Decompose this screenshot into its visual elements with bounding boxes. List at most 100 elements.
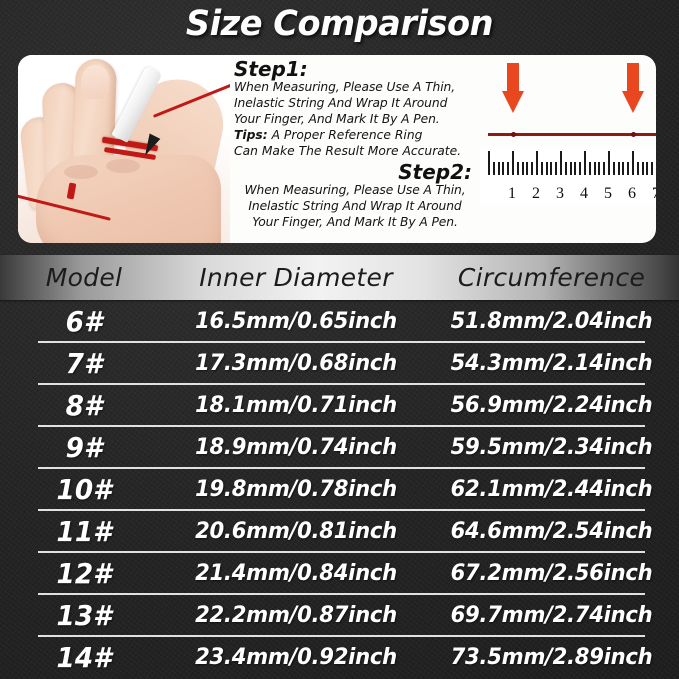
table-row: 9# 18.9mm/0.74inch 59.5mm/2.34inch: [0, 426, 679, 469]
palm: [36, 155, 221, 243]
ruler-tick-minor: [598, 162, 601, 175]
cell-inner-diameter: 17.3mm/0.68inch: [195, 350, 397, 376]
ruler-tick-minor: [612, 162, 615, 175]
ruler-number-2: 2: [532, 185, 540, 202]
cell-circumference: 67.2mm/2.56inch: [450, 560, 653, 586]
ruler-number-6: 6: [628, 185, 636, 202]
ruler-tick-major: [512, 151, 514, 175]
cell-model: 12#: [56, 556, 112, 590]
cell-circumference: 54.3mm/2.14inch: [450, 350, 653, 376]
ruler-tick-minor: [516, 162, 519, 175]
tips-line-1: Tips: A Proper Reference Ring: [234, 128, 476, 144]
cell-model: 6#: [65, 304, 103, 338]
cell-circumference: 51.8mm/2.04inch: [450, 308, 653, 334]
ruler-number-5: 5: [604, 185, 612, 202]
cell-model: 7#: [65, 346, 103, 380]
ruler-tick-major: [488, 151, 490, 175]
ruler-tick-minor: [564, 162, 567, 175]
cell-circumference: 56.9mm/2.24inch: [450, 392, 653, 418]
cell-inner-diameter: 20.6mm/0.81inch: [195, 518, 397, 544]
step2-line-3: Your Finger, And Mark It By A Pen.: [252, 214, 458, 229]
ruler-tick-minor: [521, 162, 524, 175]
row-divider: [38, 593, 645, 595]
ruler-tick-minor: [555, 162, 558, 175]
step2-heading: Step2:: [398, 159, 472, 184]
arrow-down-right-icon: [622, 63, 644, 115]
tips-line-2: Can Make The Result More Accurate.: [234, 143, 462, 158]
step1-line-1: When Measuring, Please Use A Thin,: [234, 80, 456, 94]
ruler-tick-major: [560, 151, 562, 175]
knuckle: [64, 165, 98, 179]
measurement-line: [488, 133, 656, 136]
ruler-tick-minor: [531, 162, 534, 175]
table-row: 7# 17.3mm/0.68inch 54.3mm/2.14inch: [0, 342, 679, 385]
measure-endpoint-left: [511, 132, 516, 137]
hand-measuring-photo: [18, 55, 230, 243]
page-title: Size Comparison: [185, 4, 494, 44]
ruler-tick-minor: [492, 162, 495, 175]
ruler-tick-minor: [574, 162, 577, 175]
instruction-panel: Step1: When Measuring, Please Use A Thin…: [18, 55, 656, 243]
ruler-tick-minor: [502, 162, 505, 175]
table-row: 12# 21.4mm/0.84inch 67.2mm/2.56inch: [0, 552, 679, 595]
column-header-circumference: Circumference: [457, 263, 646, 292]
tips-label: Tips:: [234, 127, 268, 142]
ruler-tick-minor: [622, 162, 625, 175]
cell-circumference: 59.5mm/2.34inch: [450, 434, 653, 460]
ruler-number-4: 4: [580, 185, 588, 202]
ruler-number-1: 1: [508, 185, 516, 202]
cell-model: 8#: [65, 388, 103, 422]
row-divider: [38, 551, 645, 553]
cell-circumference: 69.7mm/2.74inch: [450, 602, 653, 628]
table-row: 6# 16.5mm/0.65inch 51.8mm/2.04inch: [0, 300, 679, 343]
measure-endpoint-right: [631, 132, 636, 137]
ruler-tick-minor: [641, 162, 644, 175]
size-table: Model Inner Diameter Circumference 6# 16.…: [0, 255, 679, 678]
ruler-tick-minor: [651, 162, 654, 175]
cell-inner-diameter: 21.4mm/0.84inch: [195, 560, 397, 586]
cell-model: 9#: [65, 430, 103, 464]
cell-model: 11#: [56, 514, 112, 548]
row-divider: [38, 341, 645, 343]
column-header-model: Model: [45, 263, 123, 292]
ruler-tick-minor: [526, 162, 529, 175]
ruler-tick-minor: [627, 162, 630, 175]
ruler-tick-major: [608, 151, 610, 175]
ruler-tick-major: [584, 151, 586, 175]
ruler-number-7: 7: [652, 185, 656, 202]
ruler-tick-minor: [636, 162, 639, 175]
cell-inner-diameter: 22.2mm/0.87inch: [195, 602, 397, 628]
ruler-tick-major: [632, 151, 634, 175]
ruler-tick-minor: [617, 162, 620, 175]
ruler-tick-minor: [603, 162, 606, 175]
cell-circumference: 64.6mm/2.54inch: [450, 518, 653, 544]
table-row: 10# 19.8mm/0.78inch 62.1mm/2.44inch: [0, 468, 679, 511]
ruler-tick-minor: [540, 162, 543, 175]
table-body: 6# 16.5mm/0.65inch 51.8mm/2.04inch 7# 17.3mm…: [0, 300, 679, 678]
cell-inner-diameter: 23.4mm/0.92inch: [195, 644, 397, 670]
ruler-tick-major: [536, 151, 538, 175]
cell-model: 14#: [56, 640, 112, 674]
row-divider: [38, 467, 645, 469]
tips-text-1: A Proper Reference Ring: [271, 127, 423, 142]
ruler-tick-minor: [588, 162, 591, 175]
ruler-tick-minor: [579, 162, 582, 175]
cell-inner-diameter: 19.8mm/0.78inch: [195, 476, 397, 502]
cell-circumference: 62.1mm/2.44inch: [450, 476, 653, 502]
step1-heading: Step1:: [234, 57, 308, 81]
table-row: 11# 20.6mm/0.81inch 64.6mm/2.54inch: [0, 510, 679, 553]
cell-inner-diameter: 18.1mm/0.71inch: [195, 392, 397, 418]
column-header-inner-diameter: Inner Diameter: [199, 263, 393, 292]
ruler-tick-minor: [593, 162, 596, 175]
ruler-tick-minor: [507, 162, 510, 175]
step1-line-3: Your Finger, And Mark It By A Pen.: [234, 111, 440, 126]
cell-circumference: 73.5mm/2.89inch: [450, 644, 653, 670]
cell-model: 10#: [56, 472, 112, 506]
ruler-tick-minor: [497, 162, 500, 175]
row-divider: [38, 635, 645, 637]
table-row: 14# 23.4mm/0.92inch 73.5mm/2.89inch: [0, 636, 679, 678]
step2-line-2: Inelastic String And Wrap It Around: [248, 198, 462, 213]
